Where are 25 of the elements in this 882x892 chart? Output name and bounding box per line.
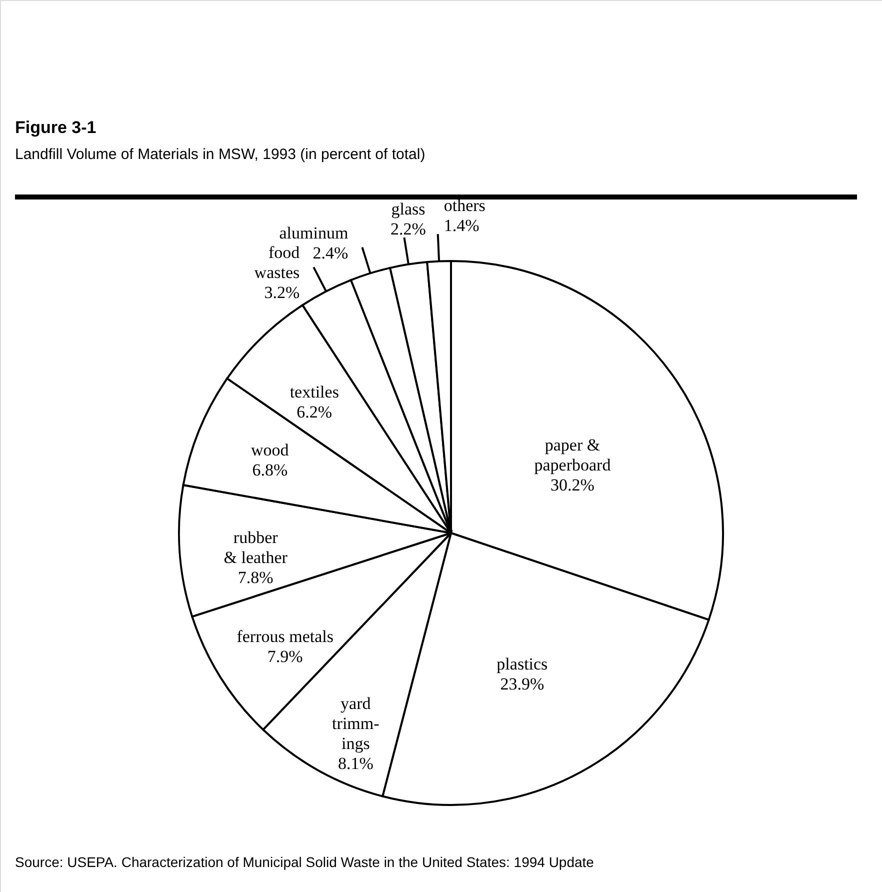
source-note: Source: USEPA. Characterization of Municipal Solid Waste in the United States: 1994 Update [15, 854, 594, 870]
data-label: 1.4% [444, 216, 480, 236]
data-label: 8.1% [338, 754, 374, 774]
slice-label: textiles [290, 382, 339, 402]
data-label: 6.8% [252, 460, 288, 480]
data-label: 3.2% [264, 283, 300, 302]
slice-label: aluminum [279, 223, 348, 242]
slice-label: wood [251, 440, 290, 460]
slice-label: glass [391, 199, 426, 218]
data-label: 2.4% [312, 243, 348, 262]
data-label: 23.9% [500, 674, 544, 694]
chart-subtitle: Landfill Volume of Materials in MSW, 1993 (in percent of total) [15, 146, 426, 163]
slice-label: paper & paperboard [534, 436, 612, 475]
data-label: 6.2% [296, 402, 332, 422]
data-label: 2.2% [390, 219, 426, 238]
slice-label: food wastes [254, 243, 300, 282]
slice-label: ferrous metals [236, 627, 334, 646]
slice-label: yard trimm- ings [332, 694, 380, 754]
slice-label: others [444, 196, 486, 216]
slice-label: plastics [496, 654, 548, 674]
chart-title: Figure 3-1 [15, 118, 96, 137]
slice-label: rubber & leather [224, 528, 288, 568]
data-label: 30.2% [550, 476, 594, 495]
data-label: 7.8% [238, 568, 274, 588]
data-label: 7.9% [267, 647, 303, 666]
